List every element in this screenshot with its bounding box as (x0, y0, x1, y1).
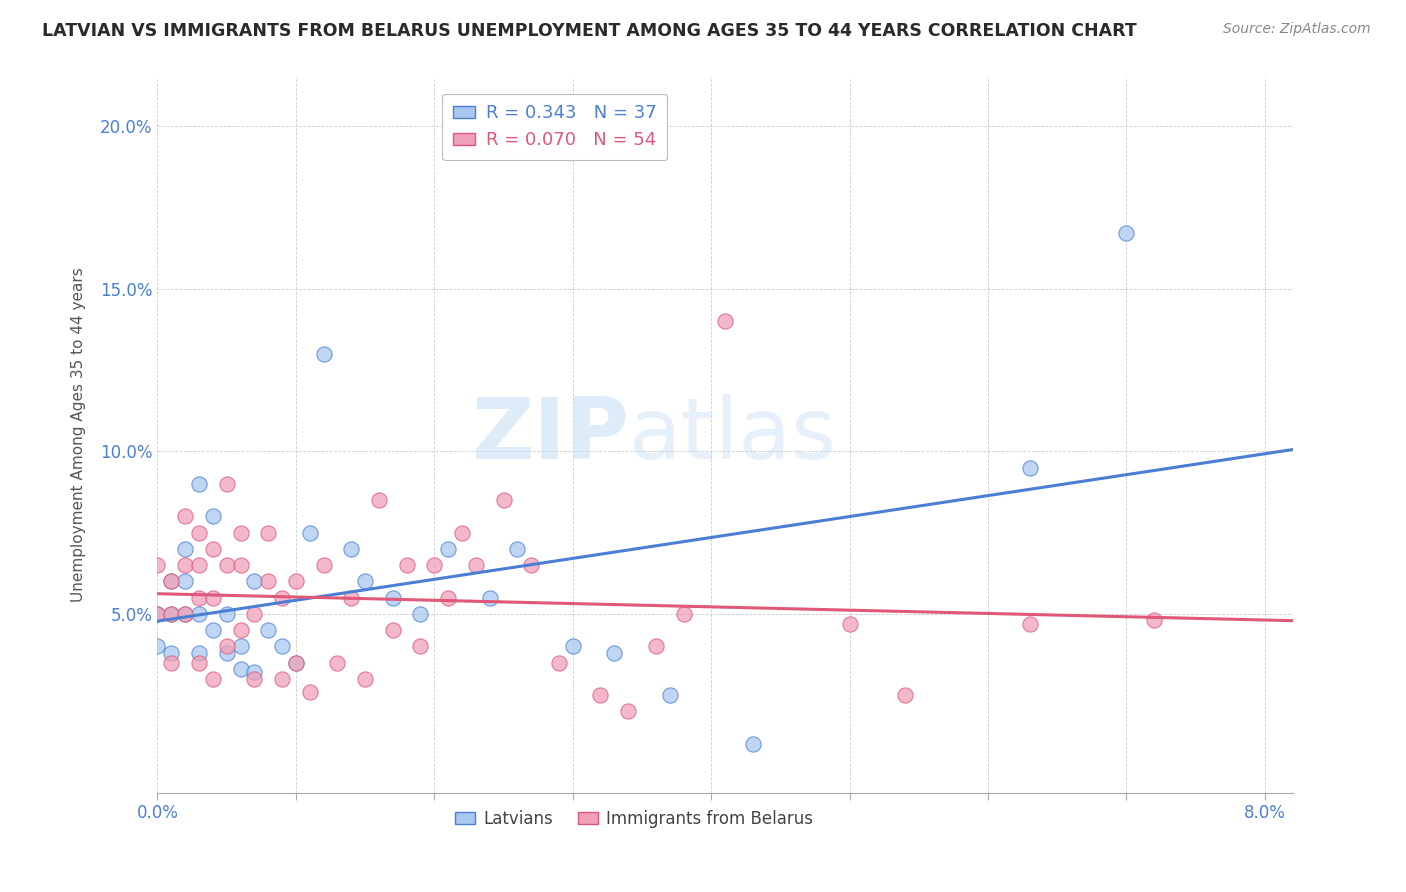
Point (257, 623, 280, 637)
Point (409, 607, 432, 621)
Point (188, 646, 211, 660)
Point (201, 509, 224, 524)
Point (174, 607, 197, 621)
Point (243, 574, 266, 589)
Point (437, 541, 460, 556)
Point (160, 607, 183, 621)
Point (409, 640, 432, 654)
Point (1115, 227, 1137, 241)
Point (215, 646, 238, 660)
Legend: Latvians, Immigrants from Belarus: Latvians, Immigrants from Belarus (449, 803, 820, 834)
Y-axis label: Unemployment Among Ages 35 to 44 years: Unemployment Among Ages 35 to 44 years (72, 268, 86, 602)
Point (229, 525, 252, 540)
Point (188, 591, 211, 605)
Point (617, 705, 640, 719)
Point (229, 662, 252, 676)
Point (603, 646, 626, 660)
Point (243, 665, 266, 680)
Point (423, 558, 446, 573)
Point (201, 623, 224, 637)
Point (257, 525, 280, 540)
Point (368, 493, 391, 508)
Point (160, 574, 183, 589)
Text: LATVIAN VS IMMIGRANTS FROM BELARUS UNEMPLOYMENT AMONG AGES 35 TO 44 YEARS CORREL: LATVIAN VS IMMIGRANTS FROM BELARUS UNEMP… (42, 22, 1137, 40)
Point (381, 623, 404, 637)
Point (174, 607, 197, 621)
Point (672, 607, 695, 621)
Point (201, 541, 224, 556)
Point (1143, 613, 1166, 627)
Point (215, 558, 238, 573)
Point (714, 314, 737, 328)
Point (174, 541, 197, 556)
Point (838, 616, 860, 631)
Point (395, 558, 418, 573)
Point (437, 591, 460, 605)
Point (478, 591, 501, 605)
Point (451, 525, 474, 540)
Point (271, 640, 294, 654)
Point (215, 476, 238, 491)
Point (188, 558, 211, 573)
Point (284, 574, 307, 589)
Point (589, 688, 612, 702)
Point (561, 640, 583, 654)
Point (146, 640, 169, 654)
Point (326, 656, 349, 670)
Point (271, 591, 294, 605)
Point (160, 646, 183, 660)
Point (174, 509, 197, 524)
Point (160, 656, 183, 670)
Point (340, 541, 363, 556)
Text: ZIP: ZIP (471, 393, 628, 476)
Point (312, 558, 335, 573)
Point (215, 640, 238, 654)
Point (658, 688, 681, 702)
Point (146, 558, 169, 573)
Point (229, 558, 252, 573)
Point (243, 607, 266, 621)
Point (201, 591, 224, 605)
Point (284, 656, 307, 670)
Point (298, 525, 321, 540)
Point (188, 607, 211, 621)
Point (243, 672, 266, 686)
Point (298, 685, 321, 699)
Point (1018, 460, 1040, 475)
Point (160, 574, 183, 589)
Point (381, 591, 404, 605)
Point (312, 347, 335, 361)
Point (506, 541, 529, 556)
Point (257, 574, 280, 589)
Point (160, 607, 183, 621)
Point (146, 607, 169, 621)
Point (188, 656, 211, 670)
Text: atlas: atlas (628, 393, 837, 476)
Point (229, 640, 252, 654)
Point (520, 558, 543, 573)
Point (174, 574, 197, 589)
Text: Source: ZipAtlas.com: Source: ZipAtlas.com (1223, 22, 1371, 37)
Point (644, 640, 666, 654)
Point (146, 607, 169, 621)
Point (188, 476, 211, 491)
Point (741, 737, 763, 751)
Point (174, 558, 197, 573)
Point (492, 493, 515, 508)
Point (215, 607, 238, 621)
Point (894, 688, 917, 702)
Point (271, 672, 294, 686)
Point (284, 656, 307, 670)
Point (340, 591, 363, 605)
Point (201, 672, 224, 686)
Point (548, 656, 571, 670)
Point (354, 574, 377, 589)
Point (188, 525, 211, 540)
Point (229, 623, 252, 637)
Point (354, 672, 377, 686)
Point (464, 558, 486, 573)
Point (1018, 616, 1040, 631)
